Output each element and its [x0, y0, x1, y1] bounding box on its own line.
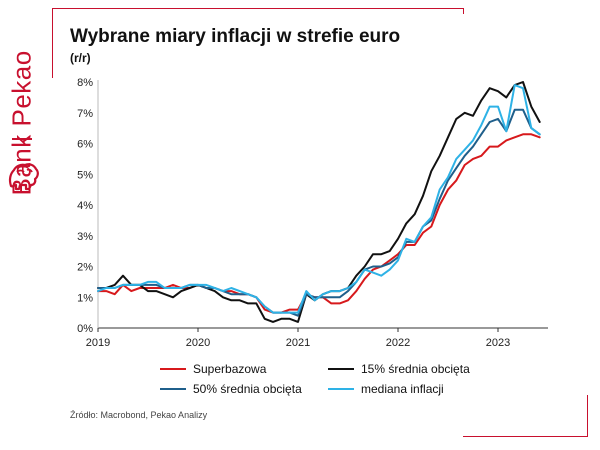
y-tick-label: 8%: [77, 77, 93, 89]
brand-sidebar: Bank Pekao: [0, 0, 48, 450]
y-tick-label: 0%: [77, 323, 93, 335]
y-tick-label: 5%: [77, 169, 93, 181]
x-tick-label: 2023: [486, 337, 510, 349]
brand-divider: [12, 138, 32, 140]
legend-label: 50% średnia obcięta: [193, 382, 302, 396]
legend-item: mediana inflacji: [328, 382, 444, 396]
source-note: Źródło: Macrobond, Pekao Analizy: [70, 410, 208, 420]
chart-title: Wybrane miary inflacji w strefie euro: [70, 26, 401, 47]
legend-label: mediana inflacji: [361, 382, 444, 396]
x-tick-label: 2020: [186, 337, 210, 349]
y-tick-label: 4%: [77, 200, 93, 212]
x-tick-label: 2021: [286, 337, 310, 349]
frame-line-right: [587, 395, 588, 437]
frame-line-bottom: [463, 436, 588, 437]
frame-line-top: [52, 8, 464, 9]
legend-swatch: [328, 388, 354, 390]
y-tick-label: 1%: [77, 292, 93, 304]
legend-label: 15% średnia obcięta: [361, 362, 470, 376]
legend-label: Superbazowa: [193, 362, 267, 376]
legend-swatch: [160, 368, 186, 370]
y-tick-label: 2%: [77, 262, 93, 274]
legend-item: 15% średnia obcięta: [328, 362, 470, 376]
legend-item: Superbazowa: [160, 362, 266, 376]
legend-swatch: [328, 368, 354, 370]
series-line-2: [97, 81, 541, 323]
series-line-4: [97, 84, 541, 314]
y-tick-label: 6%: [77, 139, 93, 151]
x-tick-label: 2022: [386, 337, 410, 349]
series-line-1: [97, 133, 541, 314]
x-tick-label: 2019: [86, 337, 110, 349]
chart-subtitle: (r/r): [70, 51, 91, 65]
legend-item: 50% średnia obcięta: [160, 382, 302, 396]
frame-corner-top-right: [463, 8, 464, 14]
legend-swatch: [160, 388, 186, 390]
frame-line-left: [52, 8, 53, 78]
y-tick-label: 7%: [77, 108, 93, 120]
bison-icon: [8, 163, 39, 191]
y-tick-label: 3%: [77, 231, 93, 243]
